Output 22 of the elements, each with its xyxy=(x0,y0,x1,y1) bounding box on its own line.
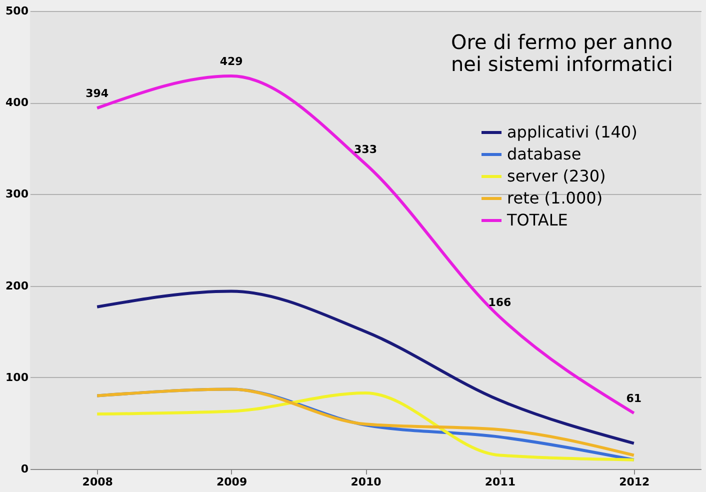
legend-label: rete (1.000) xyxy=(507,188,603,208)
legend-label: server (230) xyxy=(507,166,606,186)
x-tick-label: 2011 xyxy=(484,476,516,488)
y-tick-label: 0 xyxy=(20,462,29,476)
x-tick-label: 2012 xyxy=(619,476,650,488)
data-label: 429 xyxy=(220,55,243,68)
x-tick-label: 2008 xyxy=(82,476,113,488)
x-tick-label: 2010 xyxy=(350,476,382,488)
y-tick-label: 300 xyxy=(6,188,29,201)
legend-label: database xyxy=(507,144,582,164)
data-label: 394 xyxy=(86,87,109,100)
x-tick-label: 2009 xyxy=(216,476,248,488)
legend-label: applicativi (140) xyxy=(507,122,638,142)
y-tick-label: 200 xyxy=(6,279,29,292)
y-tick-label: 400 xyxy=(6,96,29,110)
text: Ore di fermo per anno nei sistemi informatici xyxy=(451,30,673,76)
data-label: 166 xyxy=(488,296,512,309)
data-label: 333 xyxy=(354,142,377,156)
y-tick-label: 500 xyxy=(6,4,29,18)
data-label: 61 xyxy=(626,392,642,406)
y-tick-label: 100 xyxy=(6,370,29,384)
legend-label: TOTALE xyxy=(506,210,568,230)
